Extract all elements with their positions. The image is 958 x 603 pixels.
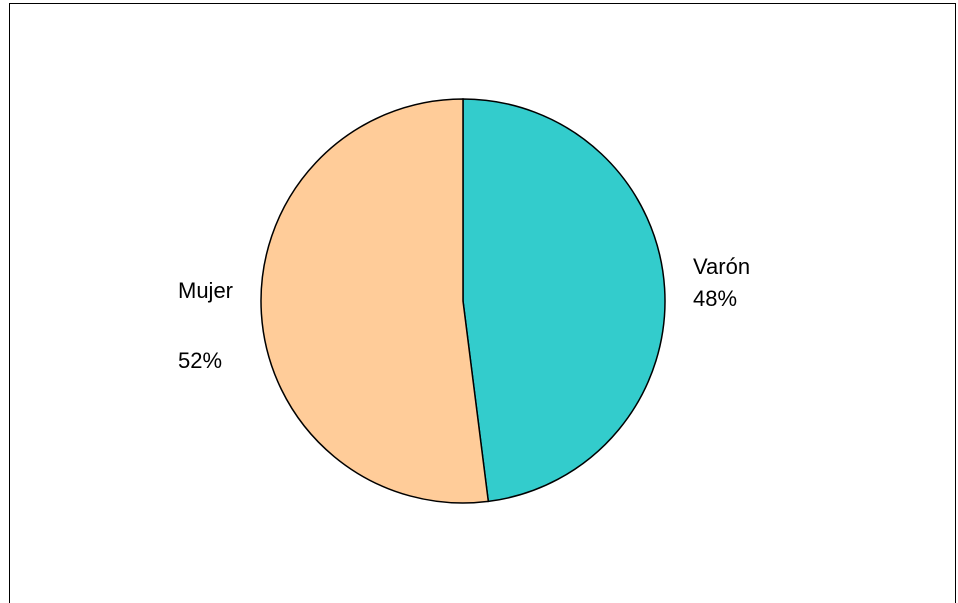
pie-slice <box>462 98 666 503</box>
slice-value-label: 48% <box>693 286 737 311</box>
slice-label: Varón <box>693 254 750 279</box>
pie-slice <box>260 98 490 504</box>
slice-label: Mujer <box>178 278 233 303</box>
slice-value-label: 52% <box>178 348 222 373</box>
